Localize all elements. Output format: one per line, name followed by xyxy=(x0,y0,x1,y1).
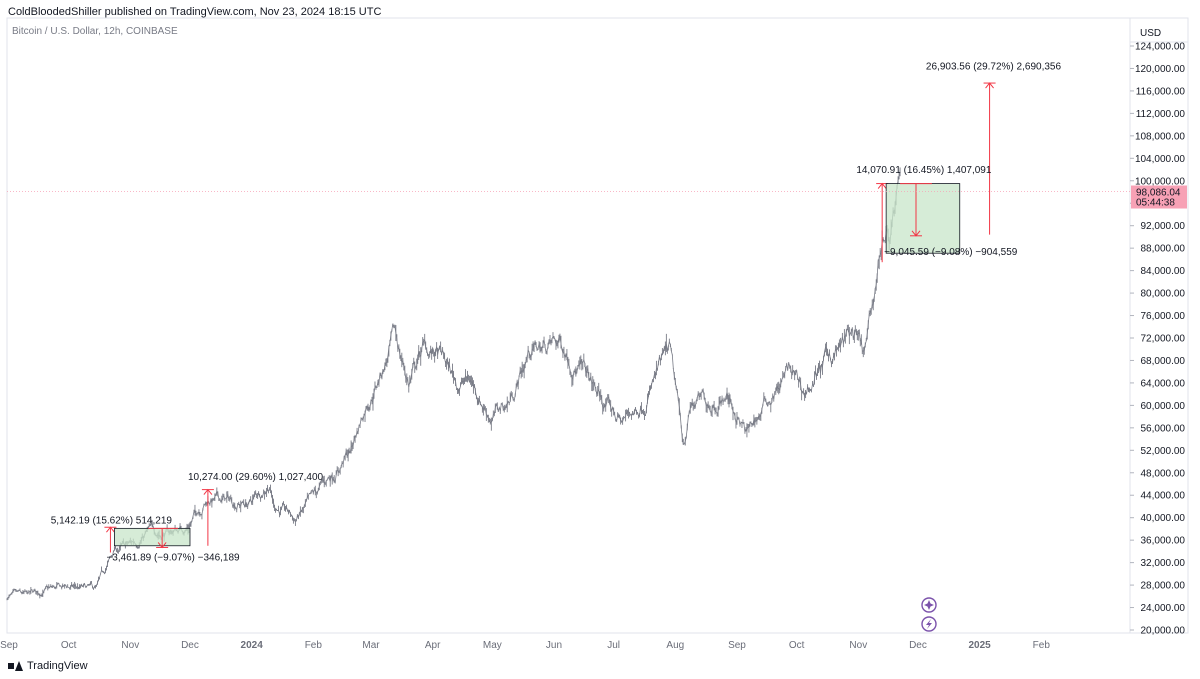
bolt-circle-icon xyxy=(921,616,937,632)
y-tick-label: 112,000.00 xyxy=(1136,109,1186,120)
x-tick-label: Oct xyxy=(789,640,805,651)
x-tick-label: Mar xyxy=(362,640,380,651)
y-tick-label: 108,000.00 xyxy=(1135,131,1185,142)
y-tick-label: 56,000.00 xyxy=(1141,423,1186,434)
y-tick-label: 60,000.00 xyxy=(1141,401,1186,412)
x-tick-label: Sep xyxy=(728,640,746,651)
measure-arrowhead xyxy=(106,526,115,533)
measure-arrowhead xyxy=(203,488,213,495)
symbol-title: Bitcoin / U.S. Dollar, 12h, COINBASE xyxy=(12,26,178,37)
plus-circle-icon xyxy=(921,597,937,613)
x-tick-label: 2024 xyxy=(241,640,264,651)
currency-label: USD xyxy=(1140,28,1161,39)
measure-arrowhead xyxy=(911,230,921,237)
tradingview-logo-icon xyxy=(8,661,23,671)
y-tick-label: 84,000.00 xyxy=(1141,266,1186,277)
measurement-label: −9,045.59 (−9.08%) −904,559 xyxy=(884,247,1018,258)
y-tick-label: 44,000.00 xyxy=(1141,491,1186,502)
y-tick-label: 36,000.00 xyxy=(1141,536,1186,547)
x-tick-label: Aug xyxy=(666,640,684,651)
x-tick-label: May xyxy=(483,640,502,651)
y-tick-label: 32,000.00 xyxy=(1141,558,1186,569)
y-tick-label: 64,000.00 xyxy=(1141,378,1186,389)
y-tick-label: 120,000.00 xyxy=(1135,64,1185,75)
y-tick-label: 28,000.00 xyxy=(1141,581,1186,592)
y-tick-label: 88,000.00 xyxy=(1141,244,1186,255)
x-tick-label: Feb xyxy=(1033,640,1051,651)
measurement-label: 26,903.56 (29.72%) 2,690,356 xyxy=(926,62,1062,73)
y-tick-label: 80,000.00 xyxy=(1141,289,1186,300)
x-tick-label: Dec xyxy=(181,640,199,651)
x-tick-label: Apr xyxy=(425,640,441,651)
y-tick-label: 116,000.00 xyxy=(1136,86,1186,97)
x-tick-label: Sep xyxy=(0,640,18,651)
x-tick-label: Dec xyxy=(909,640,927,651)
y-tick-label: 52,000.00 xyxy=(1141,446,1186,457)
measurement-label: −3,461.89 (−9.07%) −346,189 xyxy=(106,552,240,563)
current-price-countdown: 05:44:38 xyxy=(1136,198,1175,209)
y-tick-label: 124,000.00 xyxy=(1135,42,1185,53)
x-tick-label: 2025 xyxy=(969,640,992,651)
publisher-line: ColdBloodedShiller published on TradingV… xyxy=(8,6,382,18)
measure-arrowhead xyxy=(985,82,994,89)
footer-brand-text: TradingView xyxy=(27,660,88,672)
y-tick-label: 68,000.00 xyxy=(1141,356,1186,367)
x-tick-label: Nov xyxy=(849,640,867,651)
x-tick-label: Jun xyxy=(546,640,562,651)
measure-arrowhead xyxy=(877,182,887,189)
x-tick-label: Nov xyxy=(121,640,139,651)
y-tick-label: 40,000.00 xyxy=(1141,513,1186,524)
y-tick-label: 48,000.00 xyxy=(1141,468,1186,479)
y-tick-label: 104,000.00 xyxy=(1135,154,1185,165)
measure-arrowhead xyxy=(157,542,167,549)
y-tick-label: 24,000.00 xyxy=(1141,603,1186,614)
y-tick-label: 76,000.00 xyxy=(1141,311,1186,322)
current-price-value: 98,086.04 xyxy=(1136,188,1181,199)
footer-brand[interactable]: TradingView xyxy=(8,660,88,672)
x-tick-label: Feb xyxy=(305,640,323,651)
y-tick-label: 72,000.00 xyxy=(1141,334,1186,345)
measure-box xyxy=(114,527,191,547)
y-tick-label: 100,000.00 xyxy=(1135,176,1185,187)
measurement-label: 5,142.19 (15.62%) 514,219 xyxy=(51,515,173,526)
y-tick-label: 20,000.00 xyxy=(1141,626,1186,637)
x-tick-label: Oct xyxy=(61,640,77,651)
current-price-badge xyxy=(1131,185,1187,209)
measurement-label: 10,274.00 (29.60%) 1,027,400 xyxy=(188,472,324,483)
x-tick-label: Jul xyxy=(607,640,620,651)
measurement-label: 14,070.91 (16.45%) 1,407,091 xyxy=(856,165,992,176)
measure-box xyxy=(885,183,961,254)
y-tick-label: 92,000.00 xyxy=(1141,221,1186,232)
